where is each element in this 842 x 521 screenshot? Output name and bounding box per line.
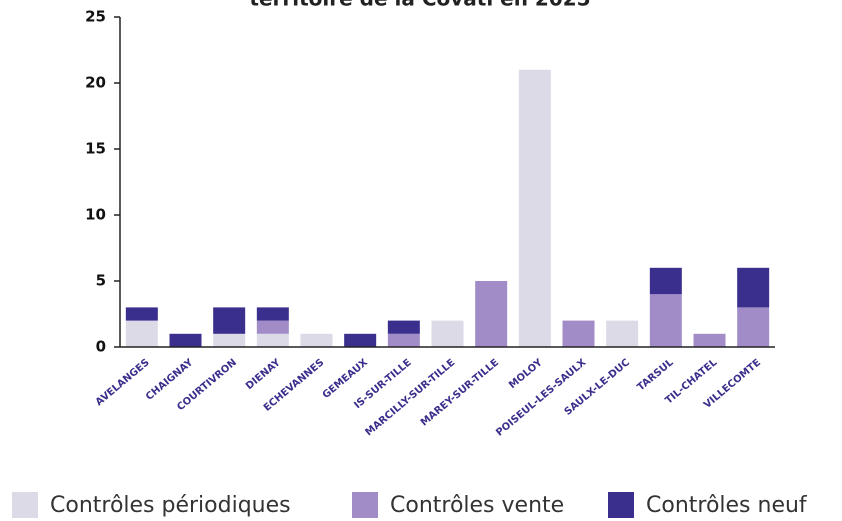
bar-segment [125, 320, 158, 347]
bar-segment [169, 333, 202, 347]
bar-segment [649, 294, 682, 347]
x-tick-label: DIENAY [244, 357, 283, 392]
y-tick-label: 20 [85, 74, 106, 92]
bar-segment [606, 320, 639, 347]
x-tick-label: TARSUL [636, 357, 677, 394]
legend-swatch [352, 492, 378, 518]
bar-segment [475, 281, 508, 347]
legend-swatch [608, 492, 634, 518]
bar-segment [125, 307, 158, 321]
legend-label: Contrôles périodiques [50, 493, 291, 518]
bar-segment [562, 320, 595, 347]
bar-segment [256, 333, 289, 347]
bar-segment [737, 267, 770, 308]
y-tick-label: 5 [96, 272, 106, 290]
y-tick-label: 25 [85, 8, 106, 26]
legend-label: Contrôles vente [390, 493, 564, 518]
bar-segment [693, 333, 726, 347]
x-tick-label: MOLOY [507, 357, 545, 392]
y-tick-label: 0 [96, 338, 106, 356]
y-tick-label: 15 [85, 140, 106, 158]
bar-segment [518, 69, 551, 348]
bar-segment [344, 333, 377, 347]
x-tick-label: AVELANGES [94, 357, 152, 408]
bar-segment [256, 307, 289, 321]
bar-segment [256, 320, 289, 334]
bar-segment [387, 320, 420, 334]
bar-segment [300, 333, 333, 347]
bar-segment [213, 307, 246, 334]
bar-segment [213, 333, 246, 347]
x-tick-label: POISEUL-LES-SAULX [494, 357, 588, 439]
legend-label: Contrôles neuf [646, 493, 808, 518]
x-tick-label: MAREY-SUR-TILLE [419, 357, 501, 429]
bar-segment [387, 333, 420, 347]
legend-swatch [12, 492, 38, 518]
bar-segment [649, 267, 682, 295]
bar-segment [737, 307, 770, 347]
y-tick-label: 10 [85, 206, 106, 224]
bar-segment [431, 320, 464, 347]
x-tick-label: MARCILLY-SUR-TILLE [363, 357, 457, 438]
